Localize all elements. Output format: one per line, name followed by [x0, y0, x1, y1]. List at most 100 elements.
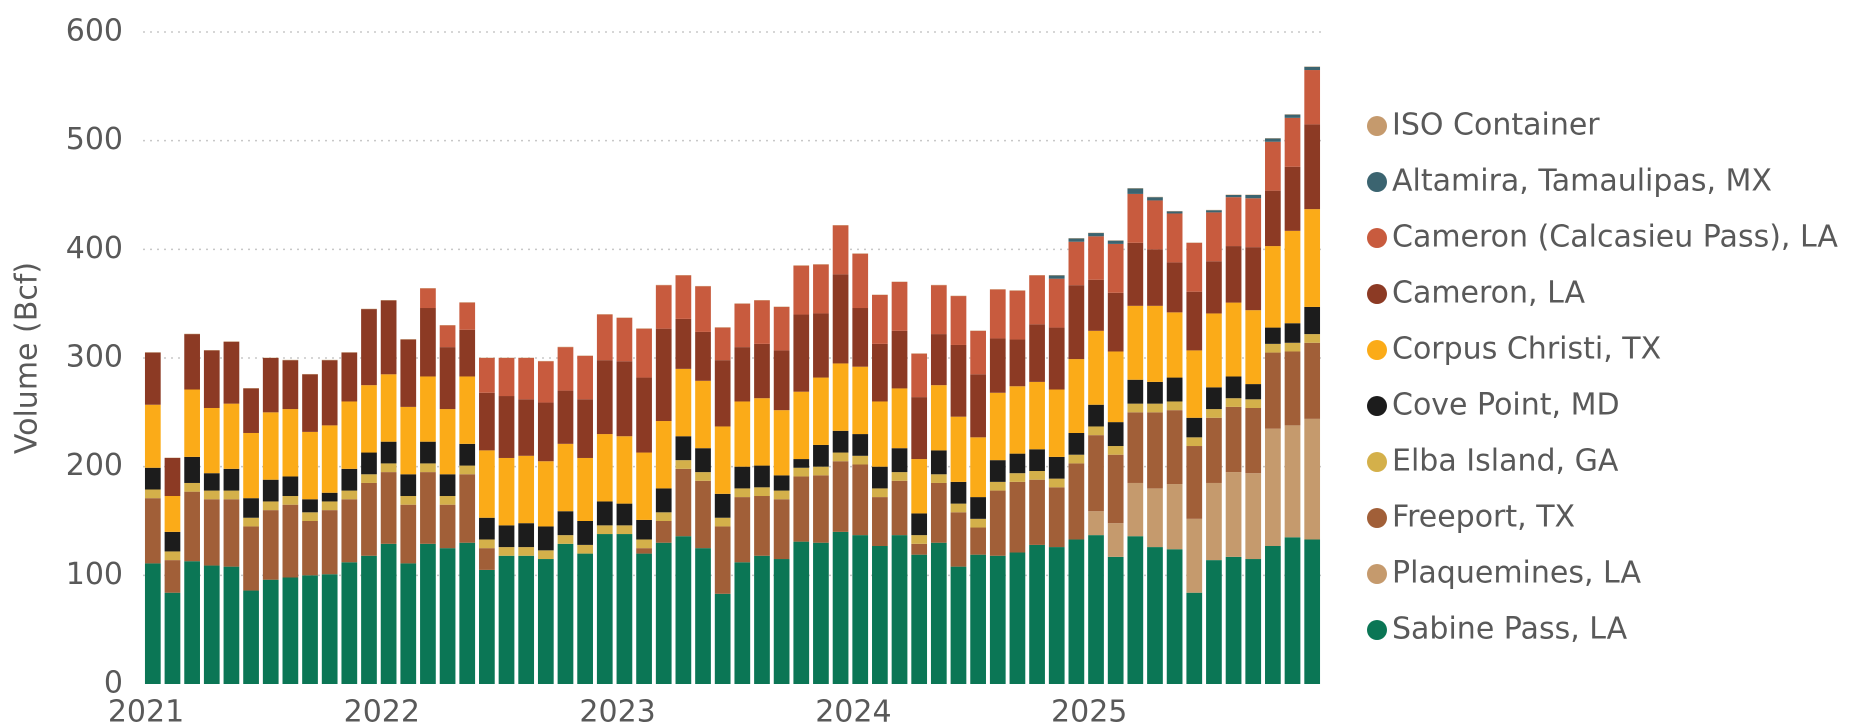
bar-segment — [184, 334, 200, 390]
y-tick-label: 100 — [66, 557, 123, 592]
bar-segment — [1284, 166, 1301, 231]
bar-segment — [891, 535, 908, 684]
x-tick-label: 2023 — [579, 695, 655, 726]
bar-segment — [813, 542, 829, 684]
bar-segment — [439, 347, 456, 410]
bar-segment — [518, 455, 535, 524]
bar-segment — [773, 350, 790, 411]
bar-segment — [970, 527, 986, 555]
bar-segment — [636, 452, 652, 520]
bar-segment — [989, 460, 1006, 482]
bar-segment — [341, 499, 358, 563]
bar-segment — [1048, 389, 1065, 457]
bar-segment — [616, 525, 633, 535]
bar-segment — [1107, 556, 1124, 684]
bar-segment — [420, 441, 436, 464]
bar-segment — [695, 448, 711, 473]
bar-segment — [144, 489, 161, 499]
bar-segment — [852, 253, 869, 309]
bar-segment — [813, 475, 829, 543]
bar-segment — [1147, 381, 1163, 404]
bar-segment — [380, 543, 397, 684]
bar-segment — [341, 352, 358, 402]
bar-segment — [911, 554, 928, 684]
legend-swatch — [1367, 116, 1387, 136]
bar-segment — [1068, 285, 1085, 360]
bar-segment — [1068, 432, 1085, 455]
bar-segment — [1186, 350, 1203, 418]
bar-segment — [1088, 435, 1104, 512]
bar-segment — [891, 330, 908, 389]
bar-segment — [1009, 339, 1026, 387]
bar-segment — [1048, 487, 1065, 548]
bar-segment — [911, 513, 928, 536]
bar-segment — [911, 543, 928, 555]
bar-segment — [243, 517, 259, 527]
bar-segment — [518, 358, 535, 400]
bar-segment — [891, 472, 908, 481]
bar-segment — [1088, 236, 1104, 280]
bar-segment — [813, 264, 829, 314]
y-tick-label: 400 — [66, 231, 123, 266]
bar-segment — [1147, 403, 1163, 413]
bar-segment — [930, 474, 947, 483]
bar-segment — [420, 543, 436, 684]
x-tick-label: 2025 — [1051, 695, 1127, 726]
bar-segment — [1127, 379, 1144, 404]
bar-segment — [734, 303, 751, 348]
bar-segment — [1127, 242, 1144, 306]
bar-segment — [223, 566, 240, 684]
bar-segment — [1206, 417, 1222, 483]
bar-segment — [714, 526, 731, 594]
bar-segment — [1088, 511, 1104, 536]
bar-segment — [773, 490, 790, 500]
bar-segment — [616, 361, 633, 437]
bar-segment — [537, 461, 554, 527]
legend-label: Corpus Christi, TX — [1392, 332, 1661, 367]
bar-segment — [754, 487, 770, 497]
y-tick-label: 600 — [66, 14, 123, 49]
bar-segment — [872, 401, 888, 467]
bar-segment — [420, 376, 436, 442]
bar-segment — [498, 457, 515, 526]
bar-segment — [872, 294, 888, 344]
bar-segment — [282, 360, 299, 410]
bar-segment — [1225, 195, 1242, 198]
bar-segment — [714, 517, 731, 527]
bar-segment — [911, 535, 928, 544]
legend-label: ISO Container — [1392, 108, 1600, 143]
bar-segment — [1147, 249, 1163, 306]
bar-segment — [832, 363, 849, 431]
bar-segment — [891, 281, 908, 331]
bar-segment — [518, 523, 535, 548]
bar-segment — [400, 496, 417, 505]
legend-swatch — [1367, 396, 1387, 416]
bar-segment — [479, 392, 495, 451]
bar-segment — [950, 296, 967, 345]
bar-segment — [930, 385, 947, 451]
bar-segment — [734, 488, 751, 498]
bar-segment — [1186, 518, 1203, 593]
bar-segment — [1127, 412, 1144, 483]
bar-segment — [203, 407, 220, 474]
bar-segment — [380, 374, 397, 442]
bar-segment — [1245, 473, 1262, 560]
bar-segment — [930, 482, 947, 543]
bar-segment — [1107, 454, 1124, 524]
bar-segment — [577, 457, 593, 521]
bar-segment — [1068, 463, 1085, 540]
bar-segment — [1186, 417, 1203, 438]
bar-segment — [616, 534, 633, 684]
bar-segment — [714, 360, 731, 427]
bar-segment — [891, 448, 908, 473]
bar-segment — [1284, 230, 1301, 324]
bar-segment — [537, 402, 554, 462]
bar-segment — [1107, 243, 1124, 293]
bar-segment — [1284, 114, 1301, 118]
bar-segment — [498, 525, 515, 548]
bar-segment — [479, 358, 495, 393]
bar-segment — [970, 518, 986, 528]
bar-segment — [537, 361, 554, 403]
bar-segment — [223, 468, 240, 491]
